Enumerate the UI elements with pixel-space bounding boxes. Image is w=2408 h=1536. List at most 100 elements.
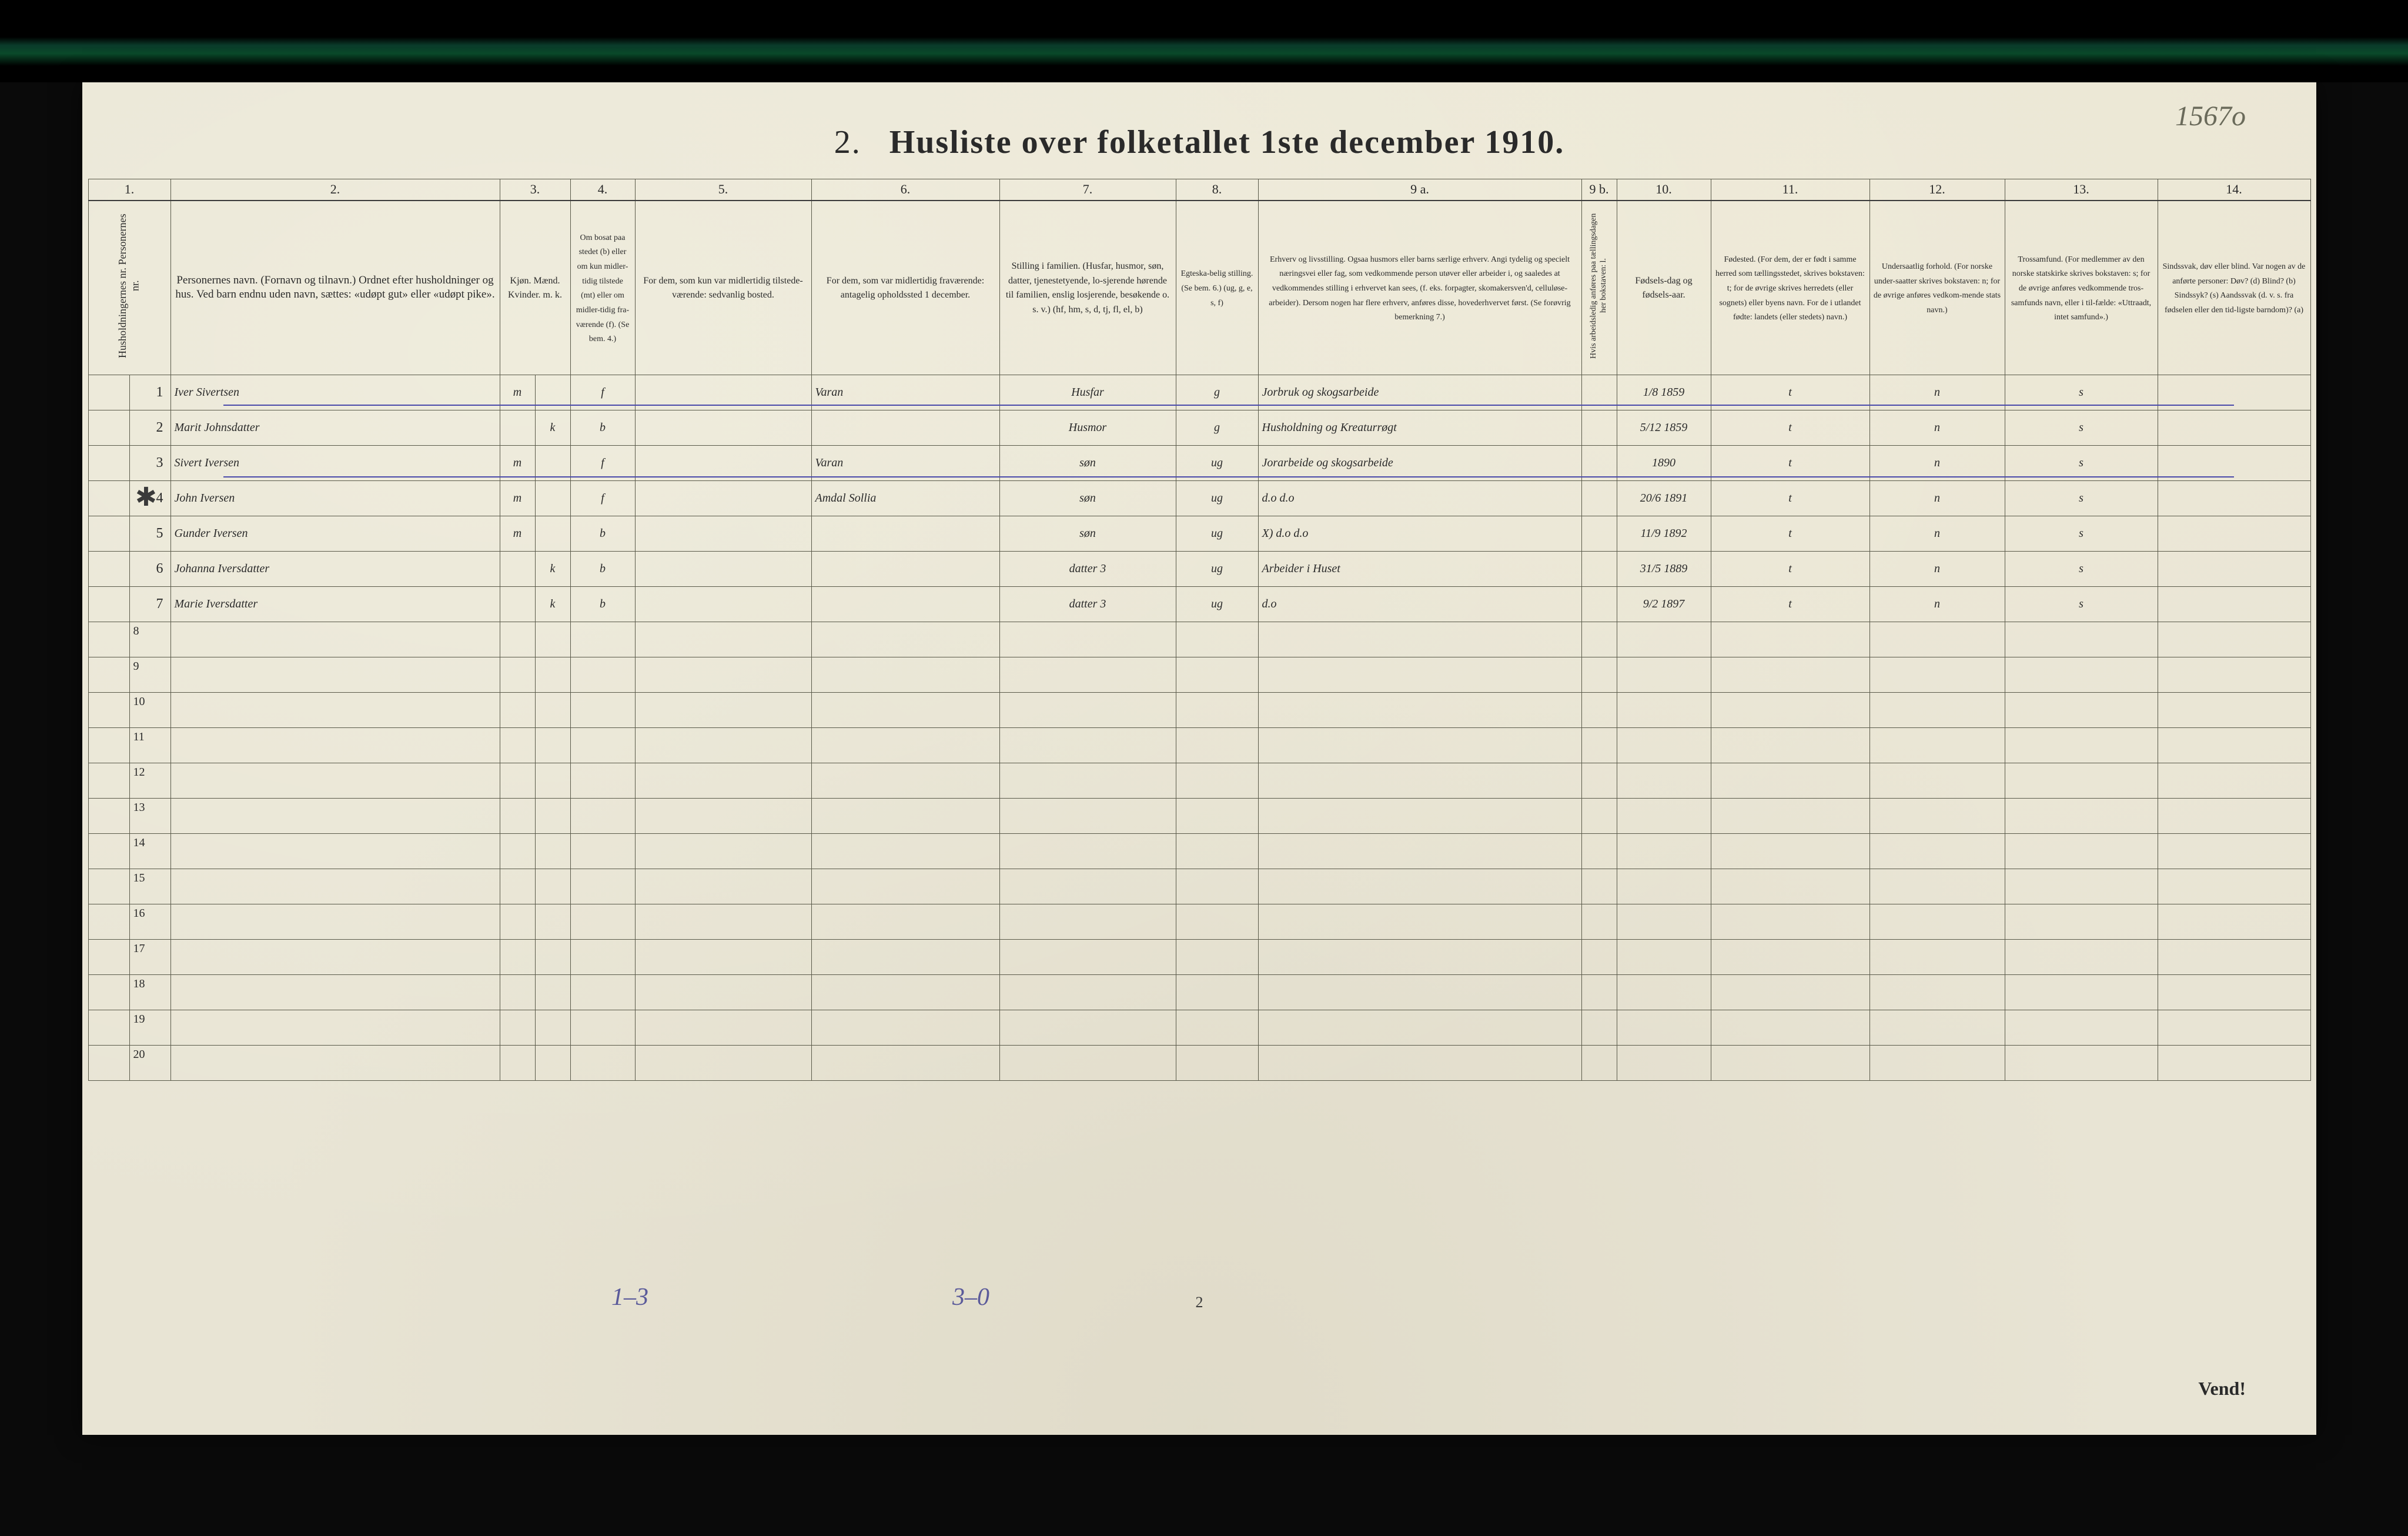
table-row: 6Johanna Iversdatterkbdatter 3ugArbeider…: [88, 552, 2310, 587]
empty-cell: [1176, 728, 1258, 763]
empty-cell: [2158, 940, 2310, 975]
empty-cell: [1258, 834, 1581, 869]
colnum-2: 2.: [170, 179, 500, 201]
empty-cell: [635, 1046, 811, 1081]
person-nr: 11: [129, 728, 170, 763]
empty-cell: [88, 799, 129, 834]
hdr-10: Fødsels-dag og fødsels-aar.: [1617, 201, 1711, 375]
empty-cell: [1258, 657, 1581, 693]
empty-cell: [535, 622, 570, 657]
empty-cell: [635, 834, 811, 869]
empty-cell: [2158, 799, 2310, 834]
occupation: d.o d.o: [1258, 481, 1581, 516]
empty-cell: [999, 869, 1176, 904]
empty-cell: [500, 622, 535, 657]
empty-cell: [1617, 869, 1711, 904]
empty-cell: [2158, 763, 2310, 799]
strike-line: [223, 476, 2234, 478]
disability: [2158, 516, 2310, 552]
person-nr: 20: [129, 1046, 170, 1081]
residence: f: [570, 446, 635, 481]
empty-cell: [500, 940, 535, 975]
hdr-3: Kjøn. Mænd. Kvinder. m. k.: [500, 201, 570, 375]
birthdate: 11/9 1892: [1617, 516, 1711, 552]
empty-cell: [570, 1046, 635, 1081]
sex-k: k: [535, 587, 570, 622]
empty-cell: [88, 693, 129, 728]
empty-cell: [1711, 1046, 1869, 1081]
empty-cell: [635, 869, 811, 904]
empty-cell: [811, 763, 999, 799]
empty-cell: [999, 622, 1176, 657]
marital: ug: [1176, 446, 1258, 481]
empty-cell: [88, 940, 129, 975]
marital: ug: [1176, 481, 1258, 516]
temp-absent-place: Varan: [811, 446, 999, 481]
empty-cell: [1581, 904, 1617, 940]
empty-cell: [1176, 940, 1258, 975]
empty-cell: [88, 1010, 129, 1046]
empty-cell: [1869, 834, 2005, 869]
hdr-5: For dem, som kun var midlertidig tilsted…: [635, 201, 811, 375]
empty-cell: [1617, 1010, 1711, 1046]
census-table: 1. 2. 3. 4. 5. 6. 7. 8. 9 a. 9 b. 10. 11…: [88, 179, 2311, 1081]
empty-cell: [535, 799, 570, 834]
occupation: d.o: [1258, 587, 1581, 622]
empty-cell: [1176, 763, 1258, 799]
temp-absent-place: [811, 587, 999, 622]
empty-cell: [635, 975, 811, 1010]
hdr-2: Personernes navn. (Fornavn og tilnavn.) …: [170, 201, 500, 375]
birthplace: t: [1711, 552, 1869, 587]
empty-cell: [1176, 1010, 1258, 1046]
birthdate: 9/2 1897: [1617, 587, 1711, 622]
empty-cell: [811, 657, 999, 693]
empty-cell: [635, 904, 811, 940]
colnum-4: 4.: [570, 179, 635, 201]
household-nr: [88, 481, 129, 516]
empty-cell: [999, 728, 1176, 763]
unemployed: [1581, 410, 1617, 446]
residence: b: [570, 552, 635, 587]
table-row-empty: 12: [88, 763, 2310, 799]
empty-cell: [1581, 1046, 1617, 1081]
empty-cell: [1176, 834, 1258, 869]
column-number-row: 1. 2. 3. 4. 5. 6. 7. 8. 9 a. 9 b. 10. 11…: [88, 179, 2310, 201]
empty-cell: [1176, 657, 1258, 693]
table-row-empty: 13: [88, 799, 2310, 834]
person-name: Gunder Iversen: [170, 516, 500, 552]
empty-cell: [1617, 940, 1711, 975]
nationality: n: [1869, 552, 2005, 587]
person-nr: 7: [129, 587, 170, 622]
table-row-empty: 11: [88, 728, 2310, 763]
colnum-3: 3.: [500, 179, 570, 201]
empty-cell: [1869, 975, 2005, 1010]
empty-cell: [1581, 940, 1617, 975]
table-row-empty: 17: [88, 940, 2310, 975]
empty-cell: [635, 940, 811, 975]
empty-cell: [570, 869, 635, 904]
table-row-empty: 18: [88, 975, 2310, 1010]
temp-present-place: [635, 481, 811, 516]
disability: [2158, 481, 2310, 516]
temp-absent-place: Amdal Sollia: [811, 481, 999, 516]
hdr-9b: Hvis arbeidsledig anføres paa tællingsda…: [1581, 201, 1617, 375]
sex-k: [535, 481, 570, 516]
unemployed: [1581, 516, 1617, 552]
empty-cell: [2005, 799, 2158, 834]
temp-absent-place: [811, 410, 999, 446]
empty-rows-body: 891011121314151617181920: [88, 622, 2310, 1081]
colnum-5: 5.: [635, 179, 811, 201]
sex-m: [500, 587, 535, 622]
empty-cell: [1258, 1046, 1581, 1081]
empty-cell: [500, 657, 535, 693]
empty-cell: [535, 834, 570, 869]
temp-present-place: [635, 410, 811, 446]
person-name: Johanna Iversdatter: [170, 552, 500, 587]
empty-cell: [88, 869, 129, 904]
vend-label: Vend!: [2198, 1378, 2246, 1400]
title-main: Husliste over folketallet 1ste december …: [889, 124, 1565, 161]
empty-cell: [170, 657, 500, 693]
hdr-1: Husholdningernes nr. Personernes nr.: [88, 201, 170, 375]
family-position: søn: [999, 481, 1176, 516]
empty-cell: [811, 693, 999, 728]
